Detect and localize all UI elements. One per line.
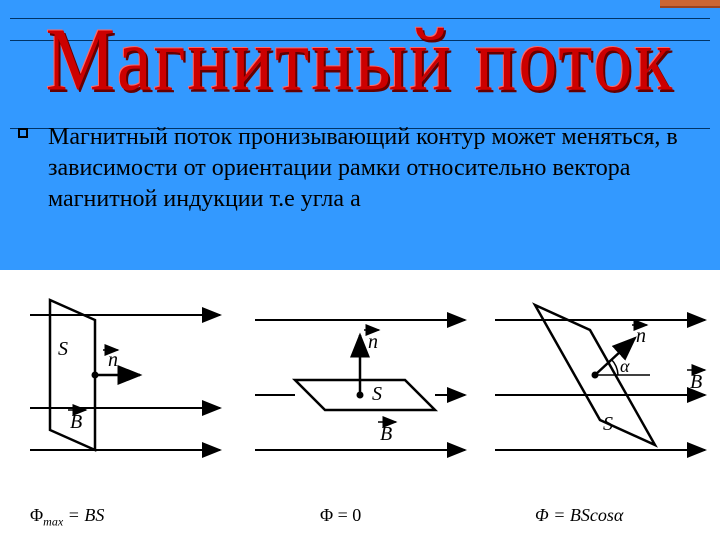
svg-text:B: B	[70, 411, 82, 433]
diagram-3-svg: S n α B	[480, 270, 720, 500]
svg-text:S: S	[58, 338, 68, 360]
svg-text:n: n	[636, 325, 646, 347]
formula-1-phi: Φ	[30, 505, 43, 525]
formula-3: Φ = BScosα	[535, 505, 623, 526]
diagram-panel-1: S n B	[0, 270, 240, 500]
diagrams-area: S n B Φmax = BS S	[0, 270, 720, 540]
body-text-content: Магнитный поток пронизывающий контур мож…	[48, 124, 678, 212]
formula-2: Φ = 0	[320, 505, 361, 526]
body-text: Магнитный поток пронизывающий контур мож…	[48, 122, 700, 216]
diagram-2-svg: S n B	[240, 270, 480, 500]
svg-text:B: B	[690, 371, 702, 393]
formula-1-eq: = BS	[63, 505, 104, 525]
svg-text:S: S	[603, 413, 613, 435]
diagram-panel-2: S n B	[240, 270, 480, 500]
svg-text:n: n	[108, 349, 118, 371]
formula-2-text: Φ = 0	[320, 505, 361, 525]
corner-stripe	[660, 0, 720, 8]
formula-3-text: Φ = BScosα	[535, 505, 623, 525]
formula-1-sub: max	[43, 515, 63, 529]
top-section: Магнитный поток Магнитный поток пронизыв…	[0, 0, 720, 270]
diagram-1-svg: S n B	[0, 270, 240, 500]
svg-text:B: B	[380, 423, 392, 445]
page-title: Магнитный поток	[0, 8, 720, 112]
formula-1: Φmax = BS	[30, 505, 104, 530]
svg-text:S: S	[372, 383, 382, 405]
bullet-icon	[18, 128, 28, 138]
diagram-panel-3: S n α B	[480, 270, 720, 500]
svg-text:α: α	[620, 356, 630, 376]
svg-text:n: n	[368, 331, 378, 353]
